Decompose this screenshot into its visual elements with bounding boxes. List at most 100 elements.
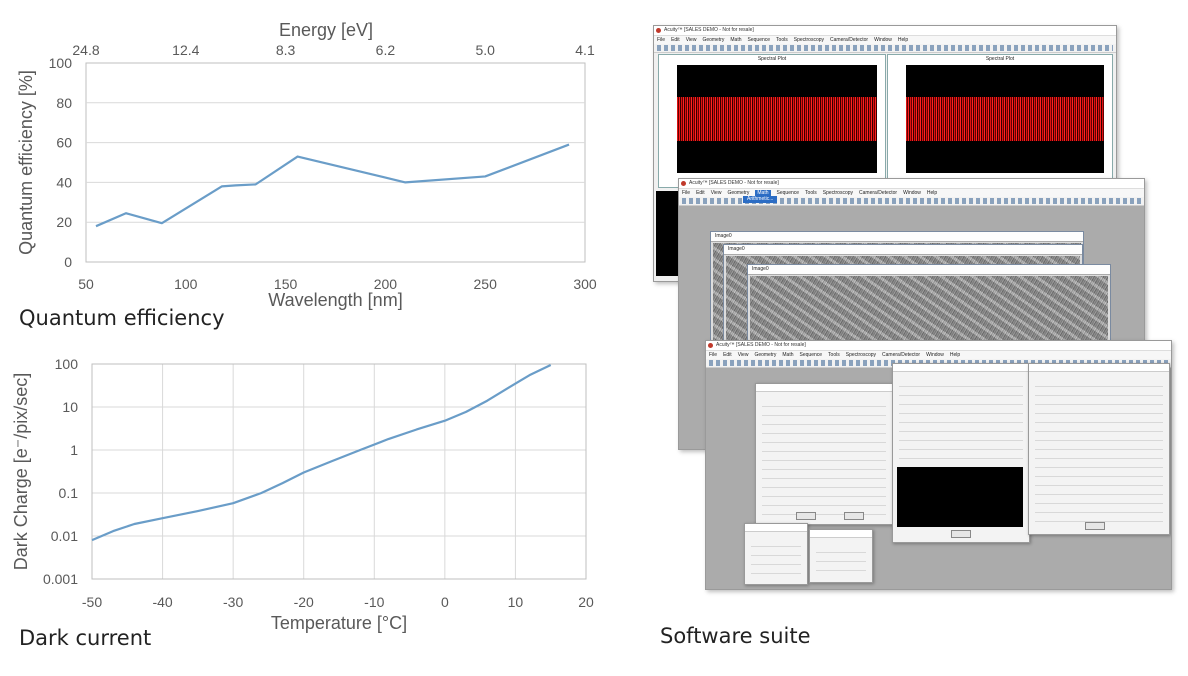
- menu-window[interactable]: Window: [926, 352, 944, 358]
- menu-spectroscopy[interactable]: Spectroscopy: [845, 352, 877, 358]
- menu-spectroscopy[interactable]: Spectroscopy: [822, 190, 854, 196]
- image-title: Image0: [711, 232, 1083, 242]
- y-tick-label: 100: [55, 356, 79, 372]
- detector-display: [897, 467, 1023, 527]
- menu-camera[interactable]: Camera/Detector: [830, 37, 869, 43]
- qe-series-line: [95, 143, 570, 228]
- menu-math[interactable]: Math: [755, 190, 771, 196]
- image-title: Image0: [724, 245, 1082, 255]
- x-tick-label: 50: [78, 276, 94, 292]
- x-tick-label: 200: [374, 276, 398, 292]
- dialog-close-button[interactable]: [844, 512, 864, 520]
- menu-window[interactable]: Window: [903, 190, 921, 196]
- spectral-plot-2: Spectral Plot: [887, 54, 1113, 188]
- software-suite-caption: Software suite: [660, 624, 811, 648]
- dialogs-window: Acuity™ [SALES DEMO - Not for resale] Fi…: [705, 340, 1172, 590]
- y-tick-label: 0.1: [59, 485, 79, 501]
- menu-tools[interactable]: Tools: [828, 352, 840, 358]
- window-titlebar: Acuity™ [SALES DEMO - Not for resale]: [706, 341, 1171, 351]
- menu-help[interactable]: Help: [897, 37, 909, 43]
- energy-tick-label: 6.2: [376, 42, 396, 58]
- y-tick-label: 80: [56, 95, 72, 111]
- math-dropdown-item[interactable]: Arithmetic...: [743, 196, 778, 203]
- menu-camera[interactable]: Camera/Detector: [859, 190, 898, 196]
- spectrum-area: [677, 65, 877, 173]
- app-logo-icon: [681, 181, 686, 186]
- detector-dialog[interactable]: [892, 363, 1030, 543]
- x-tick-label: -50: [82, 594, 102, 610]
- menu-sequence[interactable]: Sequence: [776, 190, 800, 196]
- menu-math[interactable]: Math: [730, 37, 742, 43]
- y-tick-label: 60: [56, 135, 72, 151]
- menu-help[interactable]: Help: [949, 352, 961, 358]
- dialog-close-button[interactable]: [1085, 522, 1105, 530]
- toolbar-icons[interactable]: [657, 45, 1113, 51]
- x-axis-label: Temperature [°C]: [271, 613, 407, 633]
- menu-edit[interactable]: Edit: [696, 190, 705, 196]
- spectrum-trace: [677, 97, 877, 141]
- y-tick-label: 0.01: [51, 528, 78, 544]
- menu-view[interactable]: View: [737, 352, 749, 358]
- menu-geometry[interactable]: Geometry: [754, 352, 777, 358]
- x-tick-label: 250: [474, 276, 498, 292]
- plot-title: Spectral Plot: [985, 56, 1015, 62]
- quick-move-dialog[interactable]: [744, 523, 808, 585]
- menu-edit[interactable]: Edit: [671, 37, 680, 43]
- y-tick-label: 0.001: [43, 571, 78, 587]
- x-tick-label: 150: [274, 276, 298, 292]
- y-tick-label: 100: [49, 55, 73, 71]
- dark-current-caption: Dark current: [19, 626, 152, 650]
- window-title: Acuity™ [SALES DEMO - Not for resale]: [664, 27, 754, 33]
- dark-image-panel: [656, 191, 680, 276]
- menu-view[interactable]: View: [710, 190, 722, 196]
- toolbar: [679, 197, 1144, 206]
- plot-title: Spectral Plot: [757, 56, 787, 62]
- quantum-efficiency-caption: Quantum efficiency: [19, 306, 225, 330]
- menu-edit[interactable]: Edit: [723, 352, 732, 358]
- menu-sequence[interactable]: Sequence: [747, 37, 771, 43]
- y-tick-label: 10: [62, 399, 78, 415]
- dialog-ok-button[interactable]: [796, 512, 816, 520]
- app-logo-icon: [708, 343, 713, 348]
- menu-math[interactable]: Math: [782, 352, 794, 358]
- menu-file[interactable]: File: [657, 37, 666, 43]
- spectrometer-shutter-dialog[interactable]: [809, 529, 873, 583]
- menu-help[interactable]: Help: [926, 190, 938, 196]
- window-titlebar: Acuity™ [SALES DEMO - Not for resale]: [679, 179, 1144, 189]
- menu-tools[interactable]: Tools: [805, 190, 817, 196]
- spectrometer-setup-dialog[interactable]: [755, 383, 893, 525]
- x-tick-label: 10: [508, 594, 524, 610]
- x-tick-label: -30: [223, 594, 243, 610]
- menu-file[interactable]: File: [709, 352, 718, 358]
- dialog-close-button[interactable]: [951, 530, 971, 538]
- menu-bar: File Edit View Geometry Math Sequence Tools Spe…: [706, 351, 1171, 359]
- y-tick-label: 0: [64, 254, 72, 270]
- energy-tick-label: 8.3: [276, 42, 296, 58]
- menu-camera[interactable]: Camera/Detector: [882, 352, 921, 358]
- menu-geometry[interactable]: Geometry: [702, 37, 725, 43]
- menu-spectroscopy[interactable]: Spectroscopy: [793, 37, 825, 43]
- toolbar-icons[interactable]: [682, 198, 1141, 204]
- app-logo-icon: [656, 28, 661, 33]
- y-axis-label: Dark Charge [e⁻/pix/sec]: [11, 373, 31, 571]
- menu-window[interactable]: Window: [874, 37, 892, 43]
- energy-axis-label: Energy [eV]: [279, 20, 373, 40]
- calibration-dialog[interactable]: [1028, 363, 1170, 535]
- menu-file[interactable]: File: [682, 190, 691, 196]
- spectrum-area: [906, 65, 1104, 173]
- energy-tick-label: 24.8: [72, 42, 99, 58]
- menu-tools[interactable]: Tools: [776, 37, 788, 43]
- x-axis-label: Wavelength [nm]: [268, 290, 402, 310]
- energy-tick-label: 12.4: [172, 42, 199, 58]
- x-tick-label: -10: [364, 594, 384, 610]
- window-titlebar: Acuity™ [SALES DEMO - Not for resale]: [654, 26, 1116, 36]
- menu-sequence[interactable]: Sequence: [799, 352, 823, 358]
- menu-geometry[interactable]: Geometry: [727, 190, 750, 196]
- dark-charge-series-line: [91, 363, 552, 542]
- x-tick-label: -40: [152, 594, 172, 610]
- plot-frame: [91, 363, 587, 580]
- window-title: Acuity™ [SALES DEMO - Not for resale]: [716, 342, 806, 348]
- menu-view[interactable]: View: [685, 37, 697, 43]
- dark-current-chart: 0.001 0.01 0.1 1 10 100 -50 -40 -30 -20 -10 0 10 20 Te…: [11, 356, 594, 633]
- image-title: Image0: [748, 265, 1110, 275]
